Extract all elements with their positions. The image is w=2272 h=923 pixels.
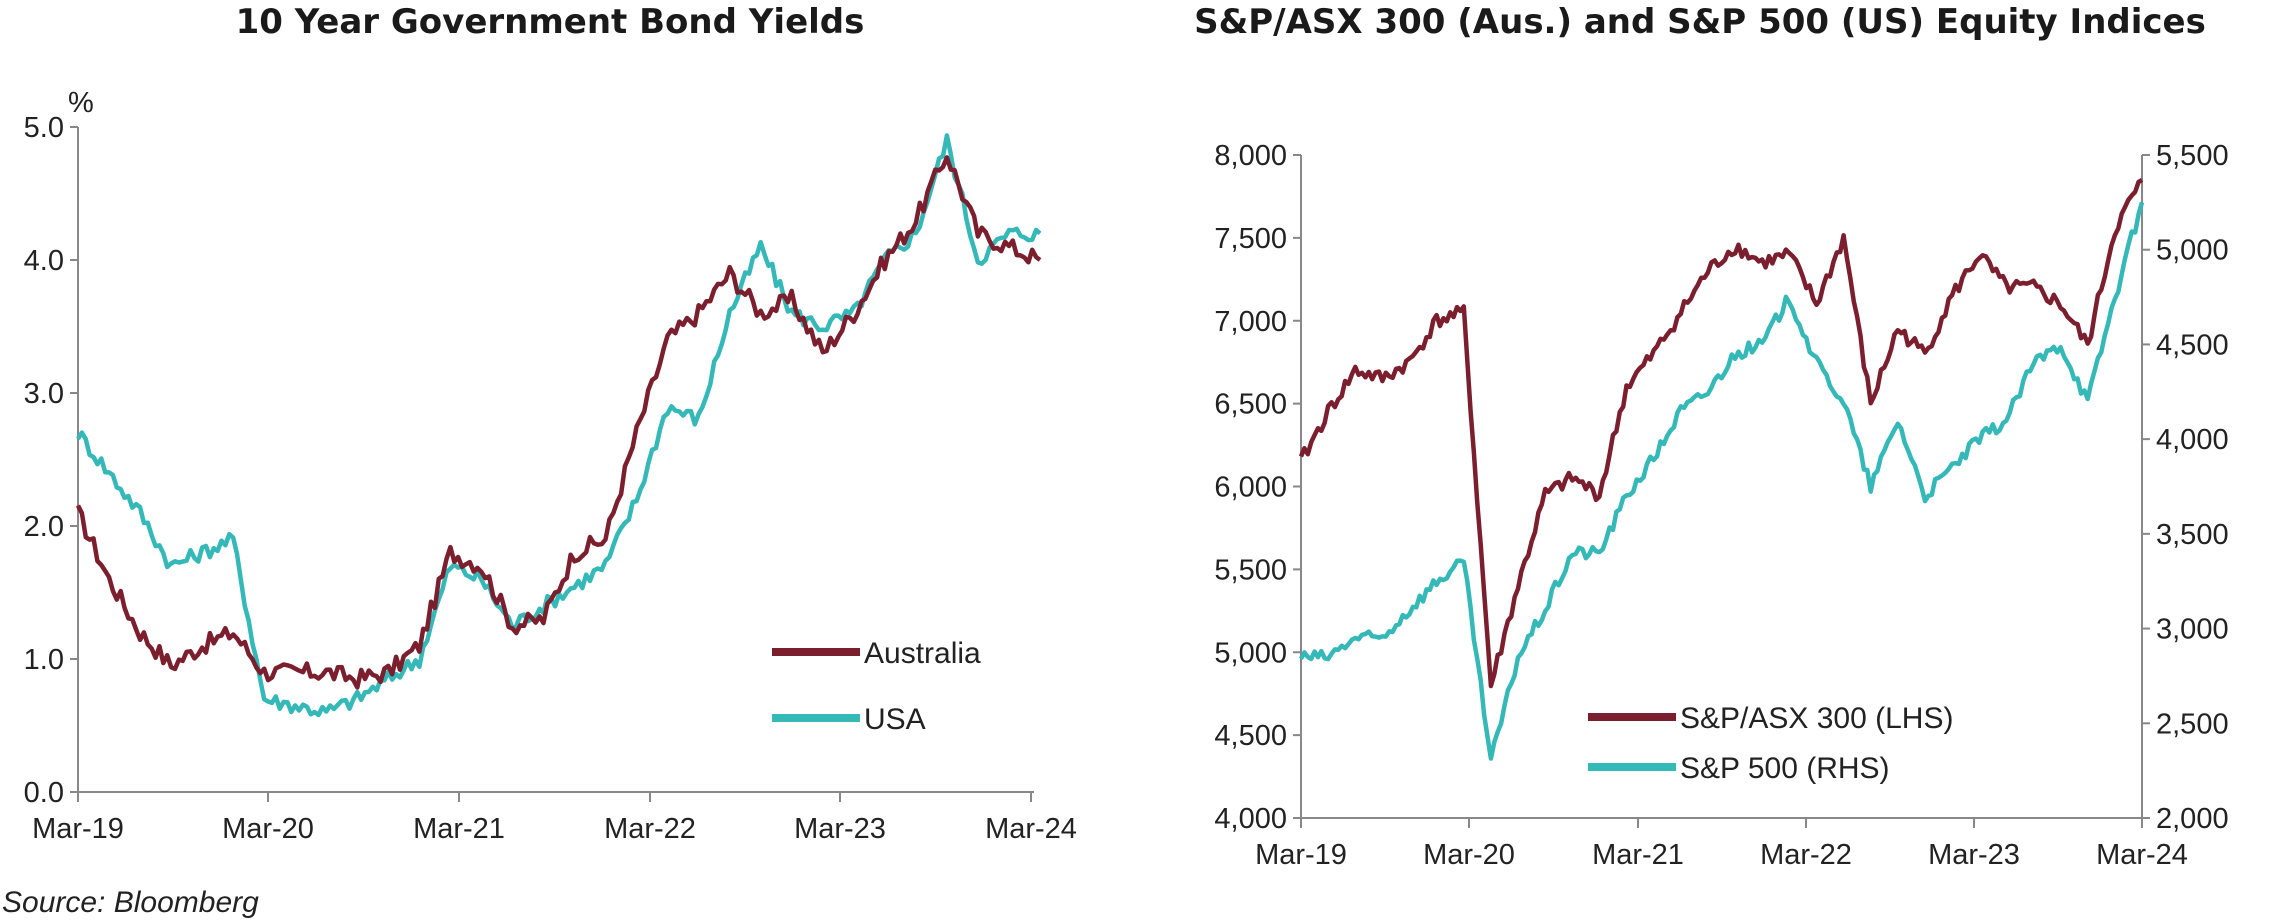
bond-yields-series — [75, 133, 1042, 718]
y-tick-label: 1.0 — [24, 644, 64, 676]
y2-tick-label: 3,000 — [2156, 614, 2229, 646]
bond-yields-legend: Australia USA — [772, 637, 981, 736]
y-tick-label: 4,000 — [1214, 803, 1287, 835]
legend-label-australia: Australia — [864, 637, 981, 670]
x-tick-label: Mar-21 — [413, 813, 505, 845]
x-tick-label: Mar-22 — [604, 813, 696, 845]
legend-label-usa: USA — [864, 703, 926, 736]
x-tick-label: Mar-23 — [794, 813, 886, 845]
equity-indices-chart: S&P/ASX 300 (Aus.) and S&P 500 (US) Equi… — [1194, 2, 2228, 871]
legend-label-asx300: S&P/ASX 300 (LHS) — [1680, 702, 1953, 735]
y2-tick-label: 5,500 — [2156, 140, 2229, 172]
x-tick-label: Mar-22 — [1760, 839, 1852, 871]
equity-x-axis: Mar-19 Mar-20 Mar-21 Mar-22 Mar-23 Mar-24 — [1255, 817, 2188, 871]
y-tick-label: 5,500 — [1214, 554, 1287, 586]
series-line-usa — [76, 133, 1042, 718]
x-tick-label: Mar-24 — [985, 813, 1077, 845]
y-tick-label: 3.0 — [24, 378, 64, 410]
equity-indices-title: S&P/ASX 300 (Aus.) and S&P 500 (US) Equi… — [1194, 2, 2206, 42]
equity-series — [1298, 177, 2145, 761]
y2-tick-label: 4,000 — [2156, 424, 2229, 456]
y-tick-label: 5,000 — [1214, 637, 1287, 669]
y-tick-label: 7,000 — [1214, 306, 1287, 338]
bond-yields-x-axis: Mar-19 Mar-20 Mar-21 Mar-22 Mar-23 Mar-24 — [32, 791, 1077, 845]
y2-tick-label: 4,500 — [2156, 329, 2229, 361]
y-tick-label: 8,000 — [1214, 140, 1287, 172]
x-tick-label: Mar-20 — [222, 813, 314, 845]
x-tick-label: Mar-23 — [1928, 839, 2020, 871]
y2-tick-label: 2,500 — [2156, 708, 2229, 740]
x-tick-label: Mar-20 — [1423, 839, 1515, 871]
equity-legend: S&P/ASX 300 (LHS) S&P 500 (RHS) — [1588, 702, 1953, 785]
y-tick-label: 6,000 — [1214, 472, 1287, 504]
x-tick-label: Mar-19 — [1255, 839, 1347, 871]
y-tick-label: 2.0 — [24, 511, 64, 543]
y-tick-label: 0.0 — [24, 777, 64, 809]
x-tick-label: Mar-19 — [32, 813, 124, 845]
x-tick-label: Mar-24 — [2096, 839, 2188, 871]
legend-label-sp500: S&P 500 (RHS) — [1680, 752, 1890, 785]
y-tick-label: 4.0 — [24, 245, 64, 277]
y-tick-label: 5.0 — [24, 112, 64, 144]
y-tick-label: 6,500 — [1214, 389, 1287, 421]
equity-y-axis-left: 4,000 4,500 5,000 5,500 6,000 6,500 7,000 7,500… — [1214, 140, 1302, 835]
bond-yields-ylabel: % — [68, 87, 94, 119]
y-tick-label: 4,500 — [1214, 720, 1287, 752]
series-line-asx300 — [1298, 177, 2144, 689]
y2-tick-label: 5,000 — [2156, 235, 2229, 267]
equity-y-axis-right: 2,000 2,500 3,000 3,500 4,000 4,500 5,000 5,500 — [2141, 140, 2229, 835]
x-tick-label: Mar-21 — [1592, 839, 1684, 871]
source-note: Source: Bloomberg — [2, 886, 259, 919]
bond-yields-title: 10 Year Government Bond Yields — [236, 2, 865, 42]
y-tick-label: 7,500 — [1214, 223, 1287, 255]
series-line-sp500 — [1299, 201, 2145, 761]
bond-yields-chart: 10 Year Government Bond Yields % 0.0 1.0 2… — [24, 2, 1077, 845]
y2-tick-label: 2,000 — [2156, 803, 2229, 835]
series-line-australia — [75, 155, 1042, 690]
bond-yields-y-axis: 0.0 1.0 2.0 3.0 4.0 5.0 — [24, 112, 79, 809]
y2-tick-label: 3,500 — [2156, 519, 2229, 551]
